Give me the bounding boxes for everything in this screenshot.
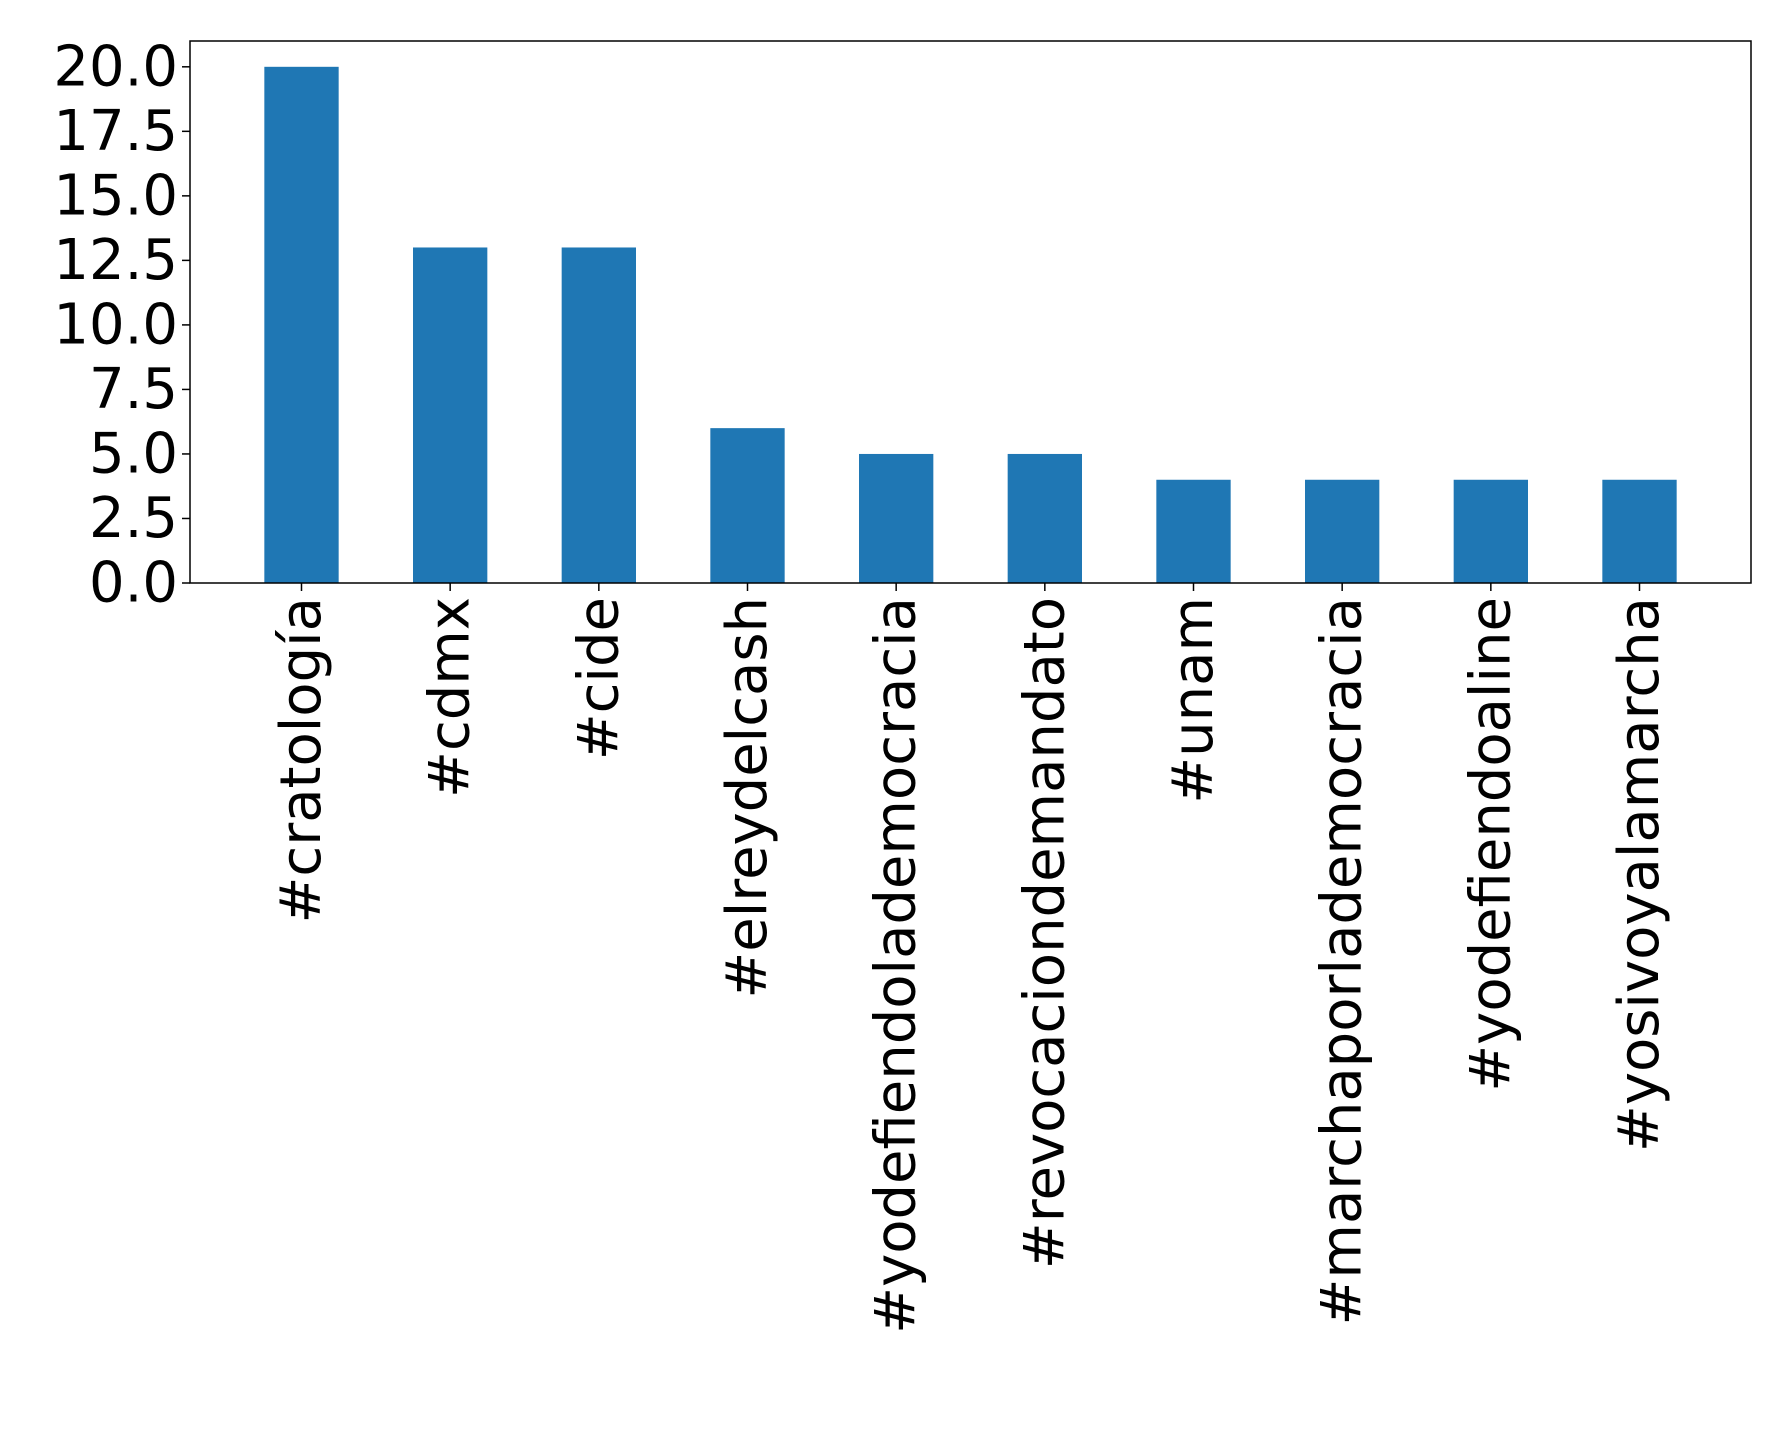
x-tick-label: #revocaciondemandato [1012,597,1077,1269]
bars-layer [264,66,1677,584]
x-tick-label: #yodefiendolademocracia [864,597,929,1334]
bar [413,247,488,583]
y-tick-label: 17.5 [53,99,178,164]
x-axis: #cratología #cdmx #cide #elreydelcash #yodef… [269,583,1672,1334]
y-tick-label: 20.0 [53,34,178,99]
plot-frame [189,40,1752,584]
x-tick-label: #yodefiendoaline [1458,597,1523,1092]
bar [1453,479,1528,583]
y-axis: 0.02.55.07.510.012.515.017.520.0 [53,34,190,616]
x-tick-label: #cratología [269,597,334,924]
y-tick-label: 7.5 [89,357,178,422]
bar [1305,479,1380,583]
y-tick-label: 12.5 [53,228,178,293]
x-tick-label: #yosivoyalamarcha [1607,597,1672,1152]
x-tick-label: #cide [566,597,631,760]
bar [264,66,339,584]
x-tick-label: #marchaporlademocracia [1310,597,1375,1326]
x-tick-label: #elreydelcash [715,597,780,999]
x-tick-label: #unam [1161,597,1226,804]
y-tick-label: 10.0 [53,292,178,357]
x-tick-label: #cdmx [418,597,483,798]
bar [1602,479,1677,583]
y-tick-label: 2.5 [89,486,178,551]
bar [859,453,934,583]
y-tick-label: 5.0 [89,421,178,486]
bar [1156,479,1231,583]
y-tick-label: 15.0 [53,163,178,228]
y-tick-label: 0.0 [89,551,178,616]
bar [561,247,636,583]
bar [710,428,785,583]
bar [1007,453,1082,583]
